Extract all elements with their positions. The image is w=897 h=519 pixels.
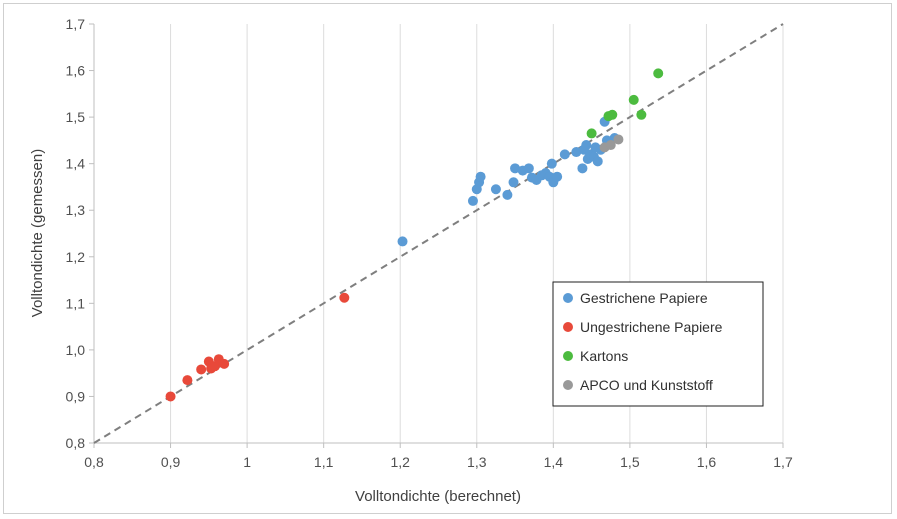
x-tick-label: 1,3: [467, 454, 487, 470]
data-point: [397, 236, 408, 247]
chart-frame: [3, 3, 892, 514]
legend-label: Gestrichene Papiere: [580, 290, 708, 306]
data-point: [571, 147, 582, 158]
data-point: [490, 184, 501, 195]
y-tick-label: 1,7: [66, 16, 86, 32]
y-tick-label: 1,0: [66, 342, 86, 358]
data-point: [607, 109, 618, 120]
y-tick-label: 1,6: [66, 63, 86, 79]
data-point: [339, 292, 350, 303]
legend-label: APCO und Kunststoff: [580, 377, 713, 393]
x-tick-label: 1,7: [773, 454, 793, 470]
y-tick-label: 1,3: [66, 202, 86, 218]
legend-label: Ungestrichene Papiere: [580, 319, 723, 335]
y-tick-label: 1,2: [66, 249, 86, 265]
data-points: [165, 68, 664, 402]
axes: [89, 23, 784, 448]
data-point: [605, 140, 616, 151]
y-tick-label: 1,1: [66, 295, 86, 311]
data-point: [502, 189, 513, 200]
data-point: [165, 391, 176, 402]
data-point: [577, 163, 588, 174]
data-point: [636, 109, 647, 120]
tick-labels: 0,8 0,9 1 1,1 1,2 1,3 1,4 1,5 1,6 1,7 0,8 0,9 1,0 1,1…: [66, 16, 793, 470]
data-point: [628, 94, 639, 105]
data-point: [559, 149, 570, 160]
y-tick-label: 0,8: [66, 435, 86, 451]
reference-line: [93, 23, 784, 444]
data-point: [467, 195, 478, 206]
y-tick-label: 0,9: [66, 388, 86, 404]
legend-marker: [563, 351, 573, 361]
x-tick-label: 1: [243, 454, 251, 470]
x-tick-label: 1,1: [314, 454, 334, 470]
x-tick-label: 0,9: [161, 454, 181, 470]
legend-marker: [563, 322, 573, 332]
data-point: [219, 358, 230, 369]
x-tick-label: 1,6: [697, 454, 717, 470]
data-point: [653, 68, 664, 79]
data-point: [552, 171, 563, 182]
data-point: [586, 128, 597, 139]
data-point: [182, 375, 193, 386]
data-point: [510, 163, 521, 174]
x-tick-label: 0,8: [84, 454, 104, 470]
data-point: [546, 158, 557, 169]
data-point: [581, 140, 592, 151]
x-tick-label: 1,2: [390, 454, 410, 470]
legend-marker: [563, 380, 573, 390]
y-axis-title: Volltondichte (gemessen): [29, 149, 46, 317]
y-tick-label: 1,5: [66, 109, 86, 125]
data-point: [523, 163, 534, 174]
x-tick-label: 1,5: [620, 454, 640, 470]
data-point: [592, 156, 603, 167]
x-tick-label: 1,4: [544, 454, 564, 470]
legend-box: [552, 281, 764, 407]
data-point: [613, 134, 624, 145]
data-point: [475, 171, 486, 182]
legend-label: Kartons: [580, 348, 628, 364]
legend: Gestrichene Papiere Ungestrichene Papiere…: [552, 281, 764, 407]
data-point: [508, 177, 519, 188]
y-tick-label: 1,4: [66, 156, 86, 172]
reference-line-group: [93, 23, 784, 444]
x-axis-title: Volltondichte (berechnet): [355, 488, 521, 505]
legend-marker: [563, 293, 573, 303]
data-point: [196, 364, 207, 375]
